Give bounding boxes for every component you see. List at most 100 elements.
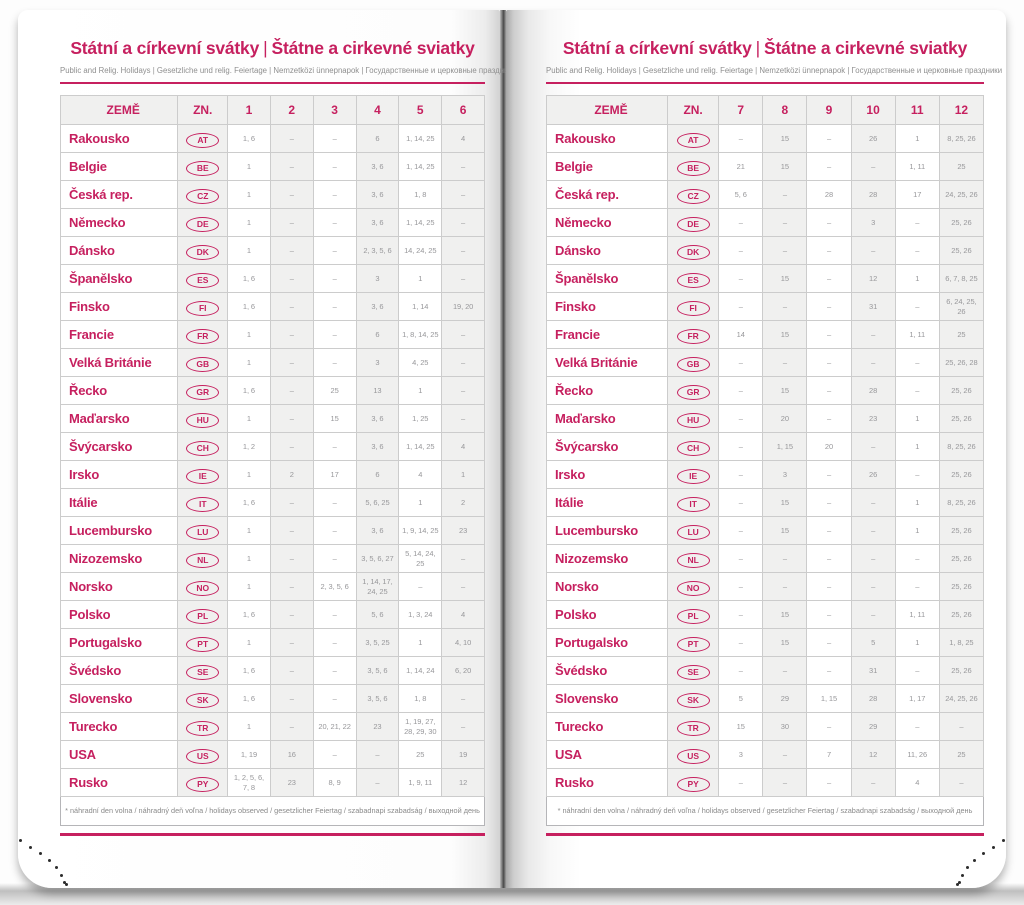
holiday-cell: 15 (762, 628, 808, 657)
country-code-badge: SK (676, 692, 710, 708)
country-name: Řecko (545, 376, 669, 405)
country-code-badge: SE (676, 664, 710, 680)
perforation-dot (973, 859, 976, 862)
holiday-cell: 17 (312, 460, 357, 489)
holiday-cell: 1 (227, 712, 271, 741)
holiday-cell: – (718, 656, 764, 685)
country-code-cell: SE (667, 656, 720, 685)
holiday-cell: 1 (227, 516, 271, 545)
country-code-cell: AT (177, 124, 229, 153)
country-name: Lucembursko (545, 516, 669, 545)
table-row: Lucembursko LU 1– –3, 6 1, 9, 14, 25 23 (59, 516, 485, 545)
holiday-cell: 26 (850, 460, 896, 489)
holiday-cell: – (441, 320, 485, 349)
holiday-cell: – (806, 768, 852, 797)
country-code-badge: GR (676, 384, 710, 400)
country-code-cell: BE (177, 152, 229, 181)
holiday-cell: 1 (227, 348, 271, 377)
holiday-cell: 1, 15 (806, 684, 852, 713)
holiday-cell: – (269, 320, 314, 349)
country-name: Česká rep. (545, 180, 669, 209)
holiday-cell: – (762, 292, 808, 321)
holiday-cell: 29 (762, 684, 808, 713)
holiday-cell: 25, 26 (938, 572, 985, 601)
holiday-cell: 16 (269, 740, 314, 769)
bottom-rule (60, 833, 485, 836)
country-name: Nizozemsko (59, 544, 179, 573)
country-code-cell: TR (177, 712, 229, 741)
holiday-cell: 1, 8 (398, 684, 443, 713)
holiday-cell: – (312, 516, 357, 545)
holiday-cell: – (762, 544, 808, 573)
holiday-cell: 19, 20 (441, 292, 485, 321)
holiday-cell: 1, 8 (398, 180, 443, 209)
holiday-cell: – (269, 488, 314, 517)
page-title: Státní a církevní svátky | Štátne a cirkev… (546, 38, 984, 59)
country-code-cell: CH (667, 432, 720, 461)
column-header-month-5: 5 (398, 95, 443, 125)
country-name: USA (59, 740, 179, 769)
country-code-cell: CH (177, 432, 229, 461)
holiday-cell: 1, 6 (227, 488, 271, 517)
holiday-cell: 4, 10 (441, 628, 485, 657)
holiday-cell: – (269, 124, 314, 153)
table-row: Švédsko SE – – –31–25, 26 (545, 656, 985, 685)
holiday-cell: – (762, 208, 808, 237)
holiday-cell: 1, 3, 24 (398, 600, 443, 629)
holiday-cell: 8, 25, 26 (938, 124, 985, 153)
title-czech: Státní a církevní svátky (70, 38, 260, 58)
holiday-cell: 1, 14, 25 (398, 124, 443, 153)
holiday-cell: – (269, 180, 314, 209)
country-name: Turecko (59, 712, 179, 741)
holiday-cell: 1, 6 (227, 656, 271, 685)
holiday-cell: 1, 6 (227, 124, 271, 153)
holiday-cell: 30 (762, 712, 808, 741)
holiday-cell: 1 (227, 180, 271, 209)
perforation-dot (982, 852, 985, 855)
holiday-cell: – (312, 684, 357, 713)
country-name: Polsko (59, 600, 179, 629)
holiday-cell: – (894, 656, 940, 685)
holiday-cell: – (762, 740, 808, 769)
holiday-cell: 3, 6 (355, 432, 400, 461)
column-header-country: ZEMĚ (545, 95, 669, 125)
table-row: Irsko IE –3–26–25, 26 (545, 460, 985, 489)
country-code-cell: LU (177, 516, 229, 545)
holiday-cell: – (312, 320, 357, 349)
holiday-cell: 5 (718, 684, 764, 713)
table-row: Polsko PL 1, 6– –5, 6 1, 3, 24 4 (59, 600, 485, 629)
table-row: Nizozemsko NL 1– –3, 5, 6, 27 5, 14, 24, 25– (59, 544, 485, 573)
holiday-cell: – (762, 572, 808, 601)
title-separator: | (263, 38, 268, 58)
holiday-cell: 1, 14, 25 (398, 208, 443, 237)
table-row: Španělsko ES –15–12 1 6, 7, 8, 25 (545, 264, 985, 293)
column-header-month-4: 4 (355, 95, 400, 125)
holiday-cell: 1 (398, 376, 443, 405)
holiday-cell: – (762, 768, 808, 797)
holiday-cell: 4 (894, 768, 940, 797)
holiday-cell: – (806, 236, 852, 265)
holiday-cell: – (312, 264, 357, 293)
country-code-badge: ES (676, 272, 710, 288)
country-code-cell: IT (667, 488, 720, 517)
holiday-cell: – (718, 516, 764, 545)
country-code-badge: FR (676, 328, 710, 344)
title-slovak: Štátne a cirkevné sviatky (763, 38, 968, 58)
table-row: Belgie BE 21 15– –1, 11 25 (545, 152, 985, 181)
country-name: Dánsko (545, 236, 669, 265)
holiday-cell: – (312, 740, 357, 769)
holiday-cell: – (441, 544, 485, 573)
country-code-cell: DK (667, 236, 720, 265)
table-row: USA US 3–7 12 11, 26 25 (545, 740, 985, 769)
holiday-cell: – (718, 768, 764, 797)
country-code-badge: FR (186, 328, 220, 344)
country-code-cell: HU (667, 404, 720, 433)
holiday-cell: 1 (227, 236, 271, 265)
holiday-cell: 1 (894, 516, 940, 545)
table-row: Rusko PY – – – –4– (545, 768, 985, 797)
table-row: Itálie IT –15– –1 8, 25, 26 (545, 488, 985, 517)
country-code-cell: FI (177, 292, 229, 321)
holiday-cell: 25 (398, 740, 443, 769)
holiday-cell: 26 (850, 124, 896, 153)
holiday-cell: 23 (355, 712, 400, 741)
